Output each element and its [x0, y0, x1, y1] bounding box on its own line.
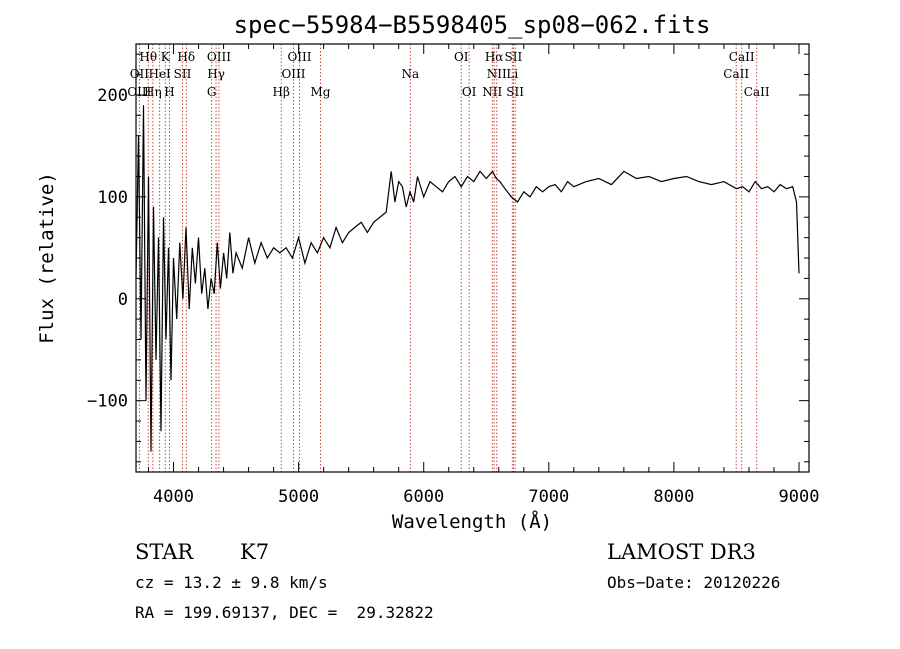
x-tick-label: 4000: [153, 487, 194, 507]
spectral-line-label: K: [161, 50, 171, 64]
x-tick-label: 7000: [528, 487, 569, 507]
chart-title: spec−55984−B5598405_sp08−062.fits: [234, 11, 711, 39]
x-tick-label: 9000: [779, 487, 820, 507]
x-tick-label: 6000: [403, 487, 444, 507]
spectral-line-label: NII: [482, 85, 502, 99]
object-class: STAR: [135, 540, 194, 564]
coordinates: RA = 199.69137, DEC = 29.32822: [135, 603, 434, 622]
spectral-line-label: H: [164, 85, 174, 99]
spectral-line-label: Li: [506, 67, 518, 81]
spectral-line-label: NII: [487, 67, 507, 81]
y-tick-label: 0: [118, 290, 128, 310]
spectral-line-label: OIII: [127, 85, 151, 99]
spectral-line-label: SII: [174, 67, 192, 81]
spectral-line-label: OIII: [287, 50, 311, 64]
spectral-line-label: G: [207, 85, 217, 99]
y-axis: −100 0 100 200: [87, 53, 809, 463]
spectrum-chart: spec−55984−B5598405_sp08−062.fits Hθ K Hδ O…: [36, 11, 820, 533]
spectral-line-label: OII: [130, 67, 150, 81]
spectral-line-label: HeI: [148, 67, 171, 81]
x-tick-label: 8000: [653, 487, 694, 507]
observation-date: Obs−Date: 20120226: [607, 573, 781, 592]
spectral-line-label: SII: [506, 85, 524, 99]
spectral-line-label: Hα: [485, 50, 504, 64]
spectrum-line: [135, 105, 800, 452]
y-tick-label: −100: [87, 392, 128, 412]
y-tick-label: 200: [97, 86, 128, 106]
plot-frame: [135, 43, 810, 473]
spectral-line-label: Hδ: [177, 50, 195, 64]
x-axis-label: Wavelength (Å): [392, 510, 552, 533]
spectral-line-label: SII: [505, 50, 523, 64]
spectral-line-label: Hθ: [139, 50, 157, 64]
spectral-line-label: Na: [402, 67, 420, 81]
x-tick-label: 5000: [278, 487, 319, 507]
y-tick-label: 100: [97, 188, 128, 208]
spectral-line-label: OI: [454, 50, 469, 64]
spectral-line-label: Hβ: [273, 85, 290, 99]
survey-name: LAMOST DR3: [607, 540, 756, 564]
spectral-line-label: OI: [462, 85, 477, 99]
spectral-line-label: OIII: [281, 67, 305, 81]
y-axis-label: Flux (relative): [36, 172, 58, 344]
spectral-line-label: OIII: [207, 50, 231, 64]
spectral-line-label: Mg: [311, 85, 331, 99]
spectral-line-label: Hγ: [207, 67, 225, 81]
spectral-line-label: Hη: [144, 85, 162, 99]
object-subclass: K7: [240, 540, 270, 564]
x-axis: 4000 5000 6000 7000 8000 9000: [148, 44, 820, 507]
spectral-line-label: CaII: [744, 85, 770, 99]
spectral-line-label: CaII: [723, 67, 749, 81]
spectral-line-label: CaII: [729, 50, 755, 64]
redshift-velocity: cz = 13.2 ± 9.8 km/s: [135, 573, 328, 592]
